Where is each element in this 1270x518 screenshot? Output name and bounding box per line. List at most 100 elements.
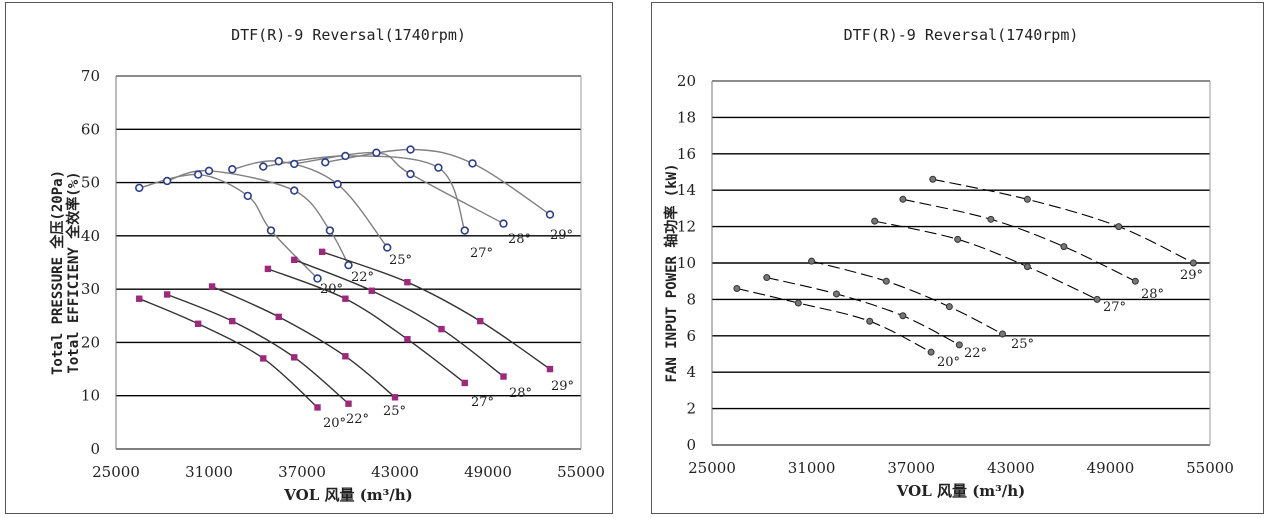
power-point (929, 175, 937, 183)
power-chart-panel: DTF(R)-9 Reversal(1740rpm) 0 2 4 6 8 10 12 14 16 1… (651, 2, 1264, 514)
power-point (871, 217, 879, 225)
efficiency-curve-label: 20° (320, 282, 343, 297)
pressure-curve-label: 29° (551, 379, 574, 394)
efficiency-curve-label: 27° (470, 246, 493, 261)
power-point (794, 299, 802, 307)
efficiency-curve-label: 25° (389, 253, 412, 268)
power-point (987, 215, 995, 223)
efficiency-point (243, 191, 252, 201)
pressure-curve-label: 22° (346, 412, 369, 427)
power-curve-label: 27° (1103, 300, 1126, 315)
power-curve-label: 22° (964, 346, 987, 361)
pressure-curve-20° (139, 298, 318, 408)
pressure-point (342, 295, 349, 302)
power-curve-label: 20° (937, 355, 960, 370)
power-curve-27° (874, 220, 1098, 300)
pressure-point (136, 295, 143, 302)
pressure-point (314, 404, 321, 411)
pressure-curve-29° (321, 251, 551, 370)
efficiency-point (321, 158, 330, 167)
y-tick-label: 18 (677, 108, 696, 126)
power-point (733, 284, 741, 292)
efficiency-point (228, 165, 237, 174)
y-tick-label: 40 (81, 227, 100, 245)
efficiency-point (372, 148, 381, 157)
power-curve-25° (811, 260, 1003, 335)
power-curve-28° (902, 198, 1136, 282)
pressure-point (275, 313, 282, 321)
pressure-curve-27° (267, 268, 466, 384)
power-point (899, 195, 907, 203)
pressure-point (391, 394, 399, 401)
pressure-point (208, 283, 216, 290)
y-tick-label: 70 (81, 67, 100, 85)
pressure-point (342, 353, 349, 360)
efficiency-point (406, 145, 415, 154)
pressure-point (264, 265, 272, 273)
pressure-point (291, 256, 298, 264)
y-tick-label: 4 (686, 363, 696, 381)
pressure-curve-22° (166, 293, 349, 405)
power-point (1023, 195, 1031, 203)
pressure-point (291, 354, 298, 361)
power-point (1115, 223, 1123, 231)
x-axis-label: VOL 风量 (m³/h) (283, 486, 412, 504)
efficiency-point (135, 183, 144, 193)
y-tick-label: 50 (81, 174, 100, 192)
efficiency-curve-label: 22° (351, 270, 374, 285)
y-tick-label: 0 (90, 440, 100, 458)
pressure-point (477, 317, 484, 325)
efficiency-point (266, 226, 276, 235)
power-point (999, 330, 1006, 338)
power-point (808, 257, 816, 265)
y-tick-label: 20 (81, 333, 100, 351)
power-point (927, 348, 935, 356)
chart-title: DTF(R)-9 Reversal(1740rpm) (844, 26, 1079, 44)
efficiency-point (325, 226, 335, 235)
power-curve-20° (736, 287, 932, 353)
power-point (1189, 259, 1197, 267)
efficiency-point (193, 170, 203, 179)
power-point (763, 274, 771, 282)
pressure-point (546, 365, 554, 373)
x-tick-label: 37000 (278, 463, 326, 481)
power-curve-label: 29° (1180, 268, 1203, 283)
x-tick-label: 43000 (987, 459, 1035, 477)
pressure-curve-label: 25° (383, 404, 406, 419)
pressure-point (229, 317, 236, 325)
power-chart: DTF(R)-9 Reversal(1740rpm) 0 2 4 6 8 10 12 14 16 1… (663, 26, 1234, 500)
y-tick-label: 2 (686, 400, 696, 418)
pressure-curve-25° (211, 285, 396, 398)
y-tick-label: 0 (686, 436, 696, 454)
y-axis-label: Total PRESSURE 全压(20Pa) (49, 170, 66, 375)
efficiency-point (383, 243, 392, 252)
power-curve-label: 25° (1011, 337, 1034, 352)
efficiency-point (274, 157, 283, 166)
y-tick-label: 14 (677, 181, 696, 199)
pressure-point (368, 287, 375, 294)
efficiency-point (434, 163, 443, 172)
x-axis-label: VOL 风量 (m³/h) (896, 482, 1025, 500)
power-curve-22° (766, 277, 960, 346)
pressure-point (163, 291, 171, 298)
pressure-point (345, 400, 352, 407)
efficiency-point (333, 179, 342, 189)
power-point (882, 277, 890, 285)
power-point (866, 317, 874, 325)
power-point (1023, 263, 1031, 271)
x-tick-label: 49000 (464, 463, 512, 481)
pressure-point (318, 248, 326, 256)
pressure-point (404, 279, 411, 286)
x-tick-label: 55000 (1186, 459, 1234, 477)
y-tick-label: 20 (677, 72, 696, 90)
x-tick-label: 49000 (1087, 459, 1135, 477)
y-tick-label: 10 (677, 254, 696, 272)
pressure-efficiency-chart: DTF(R)-9 Reversal(1740rpm) 0 10 20 30 40 50 60 7… (49, 26, 605, 504)
efficiency-curve-label: 28° (508, 232, 531, 247)
efficiency-point (204, 166, 214, 176)
y-tick-label: 60 (81, 120, 100, 138)
pressure-point (260, 355, 267, 362)
y-tick-label: 16 (677, 145, 696, 163)
chart-title: DTF(R)-9 Reversal(1740rpm) (231, 26, 466, 44)
pressure-curve-label: 20° (323, 416, 346, 431)
